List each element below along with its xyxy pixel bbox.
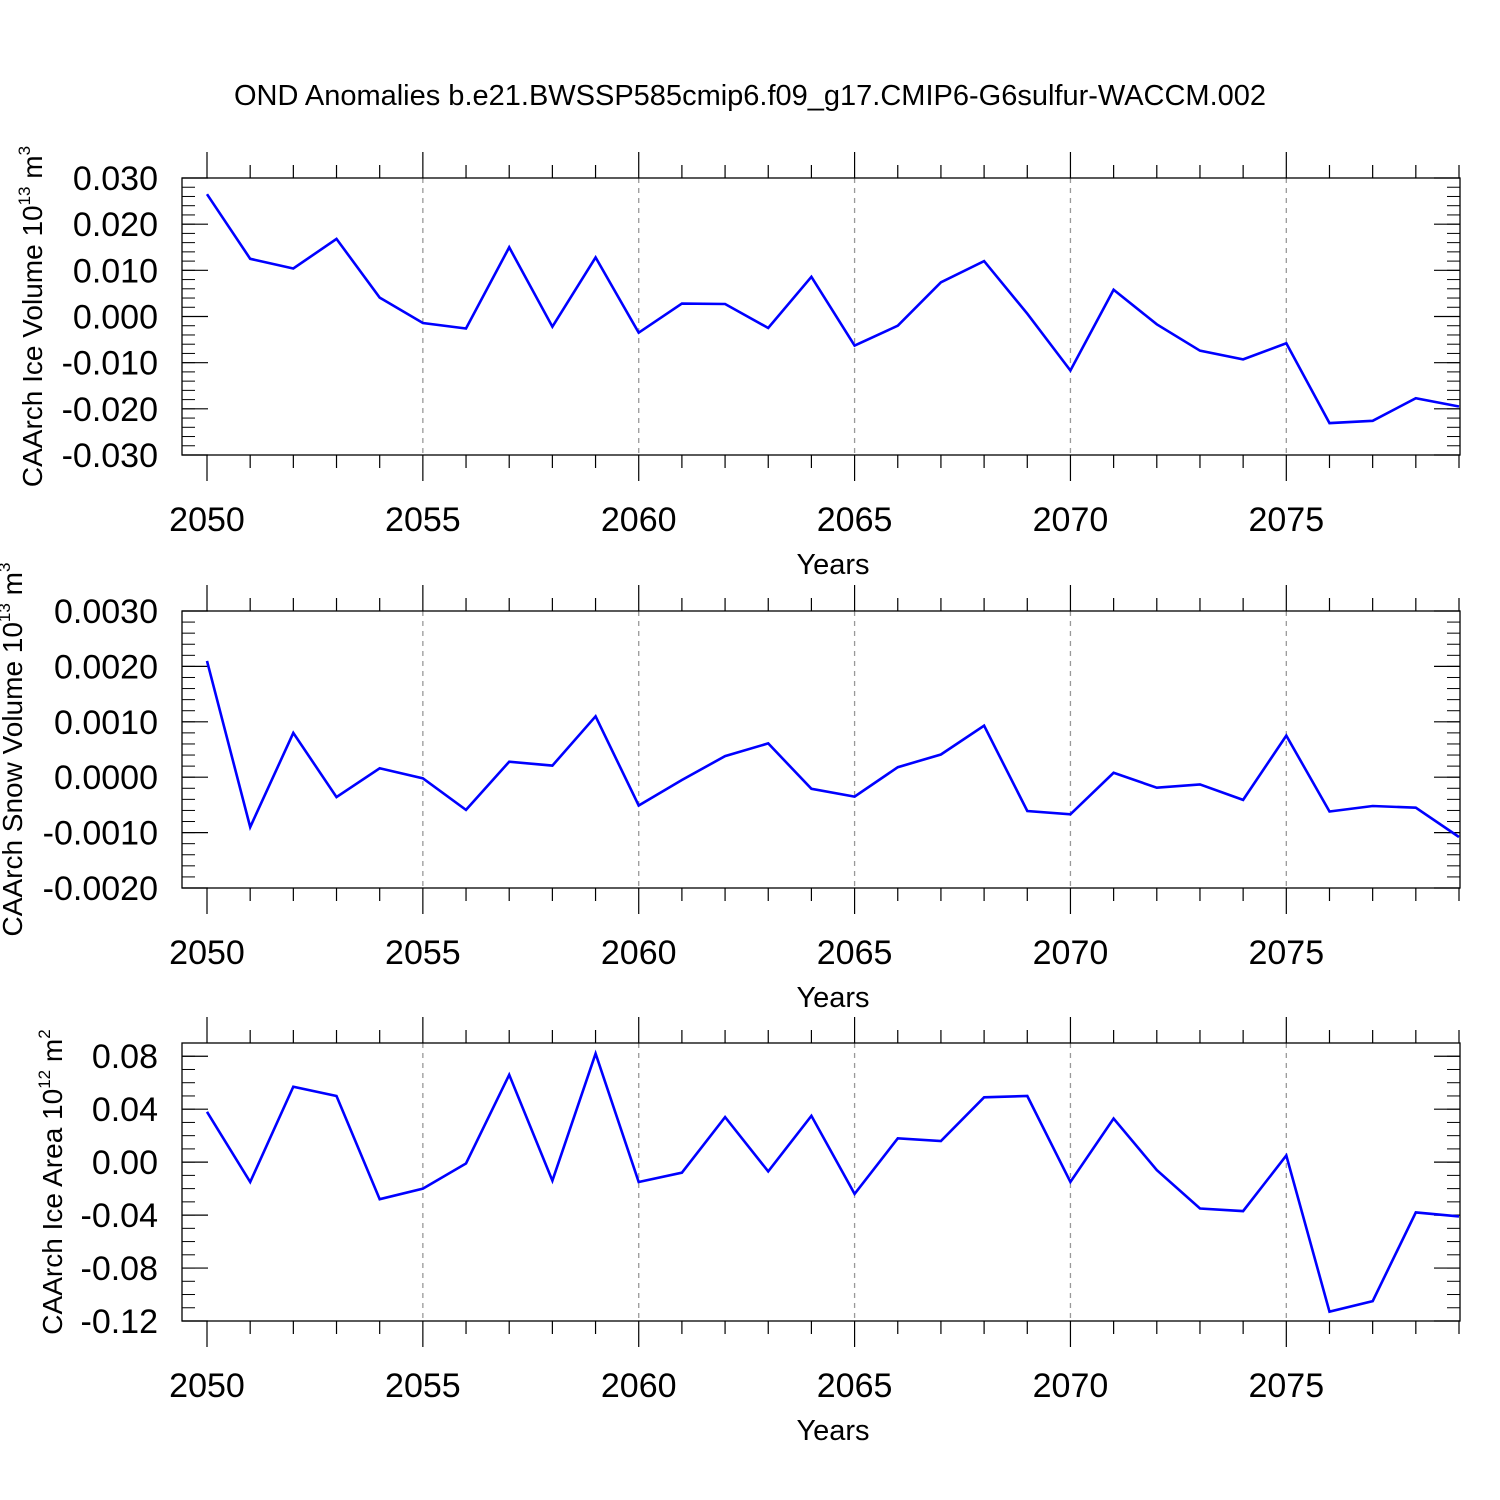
ice-volume-y-tick-label: -0.020 bbox=[62, 391, 158, 429]
ice-volume-y-tick-label: 0.030 bbox=[73, 160, 158, 198]
snow-volume-x-axis-label: Years bbox=[796, 982, 869, 1014]
snow-volume-y-axis-label-exponent: 13 bbox=[0, 603, 14, 622]
snow-volume-x-tick-label: 2055 bbox=[385, 934, 461, 972]
snow-volume-x-tick-label: 2050 bbox=[169, 934, 245, 972]
panel-ice-volume: 2050 2055 2060 2065 2070 2075 Years 0.030 0.020 0… bbox=[15, 146, 1461, 581]
ice-volume-x-tick-label: 2070 bbox=[1033, 501, 1109, 539]
ice-area-x-tick-label: 2055 bbox=[385, 1367, 461, 1405]
ice-area-y-axis-label-text: CAArch Ice Area 10 bbox=[37, 1089, 68, 1335]
ice-volume-y-axis-label: CAArch Ice Volume 1013 m3 bbox=[15, 146, 48, 487]
ice-volume-y-tick-label: 0.010 bbox=[73, 252, 158, 290]
ice-volume-y-tick-label: -0.010 bbox=[62, 345, 158, 383]
ice-area-y-tick-label: 0.08 bbox=[92, 1038, 158, 1076]
ice-volume-x-tick-label: 2065 bbox=[817, 501, 893, 539]
ice-area-y-tick-label: -0.04 bbox=[81, 1197, 159, 1235]
ice-volume-x-tick-label: 2060 bbox=[601, 501, 677, 539]
ice-volume-x-tick-label: 2075 bbox=[1248, 501, 1324, 539]
ice-volume-series-line bbox=[205, 193, 1460, 425]
ice-volume-y-axis-label-unit-exponent: 3 bbox=[15, 146, 34, 155]
snow-volume-x-tick-label: 2065 bbox=[817, 934, 893, 972]
snow-volume-y-axis-label-text: CAArch Snow Volume 10 bbox=[0, 622, 28, 936]
ice-volume-x-tick-label: 2055 bbox=[385, 501, 461, 539]
snow-volume-y-tick-label: 0.0010 bbox=[54, 704, 158, 742]
ice-volume-y-tick-label: 0.000 bbox=[73, 299, 158, 337]
ice-area-x-tick-label: 2050 bbox=[169, 1367, 245, 1405]
snow-volume-y-tick-label: 0.0030 bbox=[54, 593, 158, 631]
snow-volume-y-axis-label-unit: m bbox=[0, 572, 28, 603]
snow-volume-y-axis-label: CAArch Snow Volume 1013 m3 bbox=[0, 563, 28, 937]
snow-volume-x-tick-label: 2075 bbox=[1248, 934, 1324, 972]
ice-area-y-axis-label-exponent: 12 bbox=[35, 1070, 54, 1089]
ice-volume-plot-border bbox=[181, 177, 1461, 456]
ice-area-y-tick-label: 0.04 bbox=[92, 1091, 158, 1129]
figure-title: OND Anomalies b.e21.BWSSP585cmip6.f09_g1… bbox=[234, 80, 1266, 112]
ice-area-plot-border bbox=[181, 1042, 1461, 1322]
ice-area-y-tick-label: -0.12 bbox=[81, 1303, 159, 1341]
ice-area-series-line bbox=[205, 1049, 1460, 1314]
ice-volume-y-axis-label-exponent: 13 bbox=[15, 186, 34, 205]
snow-volume-y-tick-label: 0.0020 bbox=[54, 648, 158, 686]
ice-volume-y-axis-label-text: CAArch Ice Volume 10 bbox=[17, 205, 48, 487]
ice-volume-x-tick-label: 2050 bbox=[169, 501, 245, 539]
snow-volume-y-axis-label-unit-exponent: 3 bbox=[0, 563, 14, 572]
snow-volume-y-tick-label: 0.0000 bbox=[54, 759, 158, 797]
ice-area-y-axis-label-unit: m bbox=[37, 1039, 68, 1070]
snow-volume-series-line bbox=[205, 660, 1460, 839]
snow-volume-plot-border bbox=[181, 610, 1461, 889]
snow-volume-x-tick-label: 2070 bbox=[1033, 934, 1109, 972]
ice-area-x-tick-label: 2060 bbox=[601, 1367, 677, 1405]
ice-volume-y-tick-label: 0.020 bbox=[73, 206, 158, 244]
ice-area-x-tick-label: 2075 bbox=[1248, 1367, 1324, 1405]
ice-area-y-tick-label: -0.08 bbox=[81, 1250, 159, 1288]
ice-area-x-tick-label: 2065 bbox=[817, 1367, 893, 1405]
panel-ice-area: 2050 2055 2060 2065 2070 2075 Years 0.08 0.04 0.0… bbox=[35, 1017, 1461, 1447]
snow-volume-y-tick-label: -0.0020 bbox=[43, 870, 158, 908]
ice-area-x-tick-label: 2070 bbox=[1033, 1367, 1109, 1405]
ice-area-x-axis-label: Years bbox=[796, 1415, 869, 1447]
ice-volume-x-axis-label: Years bbox=[796, 549, 869, 581]
ice-area-y-tick-label: 0.00 bbox=[92, 1144, 158, 1182]
ice-volume-y-axis-label-unit: m bbox=[17, 155, 48, 186]
ice-area-y-axis-label-unit-exponent: 2 bbox=[35, 1029, 54, 1038]
ice-volume-y-tick-label: -0.030 bbox=[62, 437, 158, 475]
ice-area-y-axis-label: CAArch Ice Area 1012 m2 bbox=[35, 1029, 68, 1334]
snow-volume-x-tick-label: 2060 bbox=[601, 934, 677, 972]
panel-snow-volume: 2050 2055 2060 2065 2070 2075 Years 0.0030 0.002… bbox=[0, 563, 1461, 1014]
snow-volume-y-tick-label: -0.0010 bbox=[43, 815, 158, 853]
